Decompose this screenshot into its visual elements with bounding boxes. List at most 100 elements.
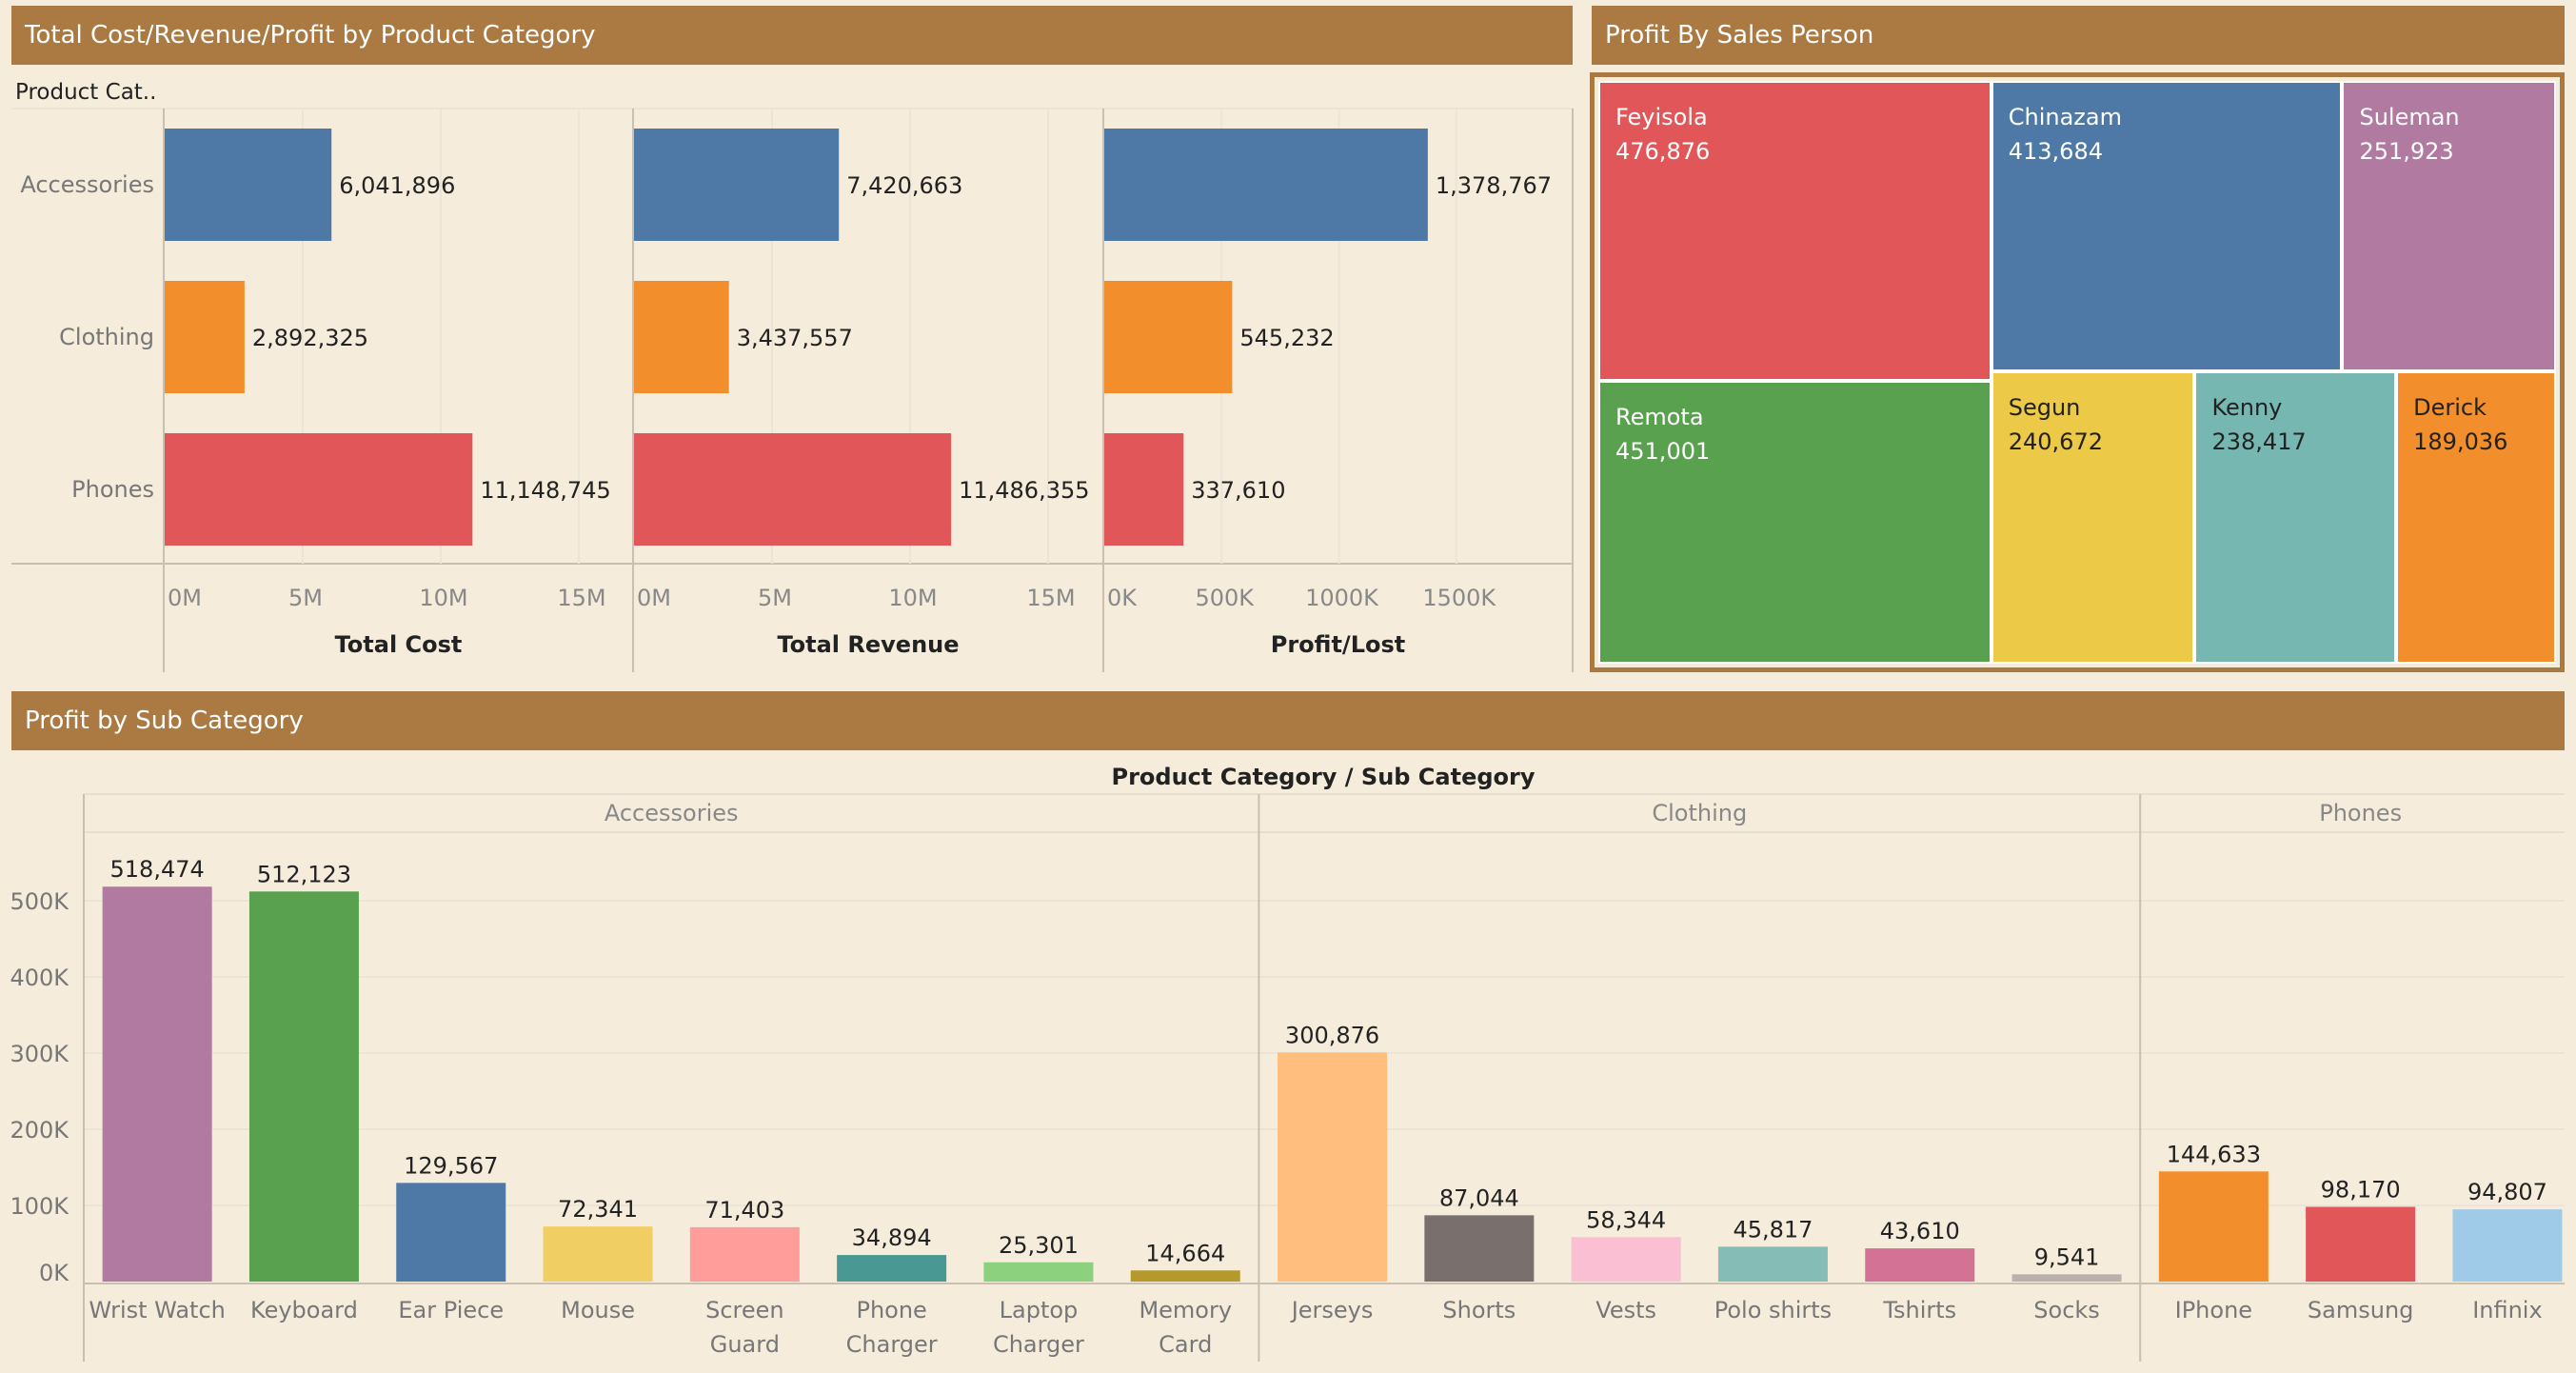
treemap-tile-segun[interactable]: Segun 240,672 (1991, 371, 2195, 664)
bar-total-cost-accessories[interactable] (165, 129, 332, 241)
value-label: 9,541 (2034, 1244, 2100, 1270)
x-category-label: Card (1159, 1331, 1212, 1358)
bar-memory-card[interactable] (1130, 1270, 1240, 1282)
category-label-phones: Phones (71, 476, 154, 503)
treemap-tile-derick[interactable]: Derick 189,036 (2396, 371, 2556, 664)
bar-total-revenue-phones[interactable] (634, 433, 952, 546)
x-category-label: Tshirts (1882, 1297, 1956, 1323)
x-tick-label: 1000K (1305, 585, 1379, 611)
bar-socks[interactable] (2011, 1274, 2122, 1282)
value-label: 3,437,557 (737, 325, 853, 351)
bar-infinix[interactable] (2452, 1209, 2563, 1282)
x-tick-label: 0K (1107, 585, 1138, 611)
x-category-label: Guard (710, 1331, 780, 1358)
treemap-tile-kenny[interactable]: Kenny 238,417 (2194, 371, 2397, 664)
value-label: 11,148,745 (480, 477, 610, 504)
subcategory-panel-header: Profit by Sub Category (11, 691, 2565, 750)
treemap-tile-suleman[interactable]: Suleman 251,923 (2342, 81, 2556, 372)
x-category-label: Ear Piece (398, 1297, 504, 1323)
x-tick-label: 0M (637, 585, 671, 611)
value-label: 72,341 (558, 1196, 638, 1223)
value-label: 25,301 (999, 1232, 1079, 1259)
tile-value: 451,001 (1615, 437, 1711, 465)
category-panel-header: Total Cost/Revenue/Profit by Product Cat… (11, 6, 1573, 65)
tile-name: Feyisola (1615, 104, 1708, 130)
value-label: 518,474 (110, 856, 205, 883)
treemap-tile-feyisola[interactable]: Feyisola 476,876 (1598, 81, 1991, 381)
bar-mouse[interactable] (543, 1226, 653, 1282)
value-label: 1,378,767 (1436, 172, 1552, 199)
axis-title-total-revenue: Total Revenue (777, 631, 959, 658)
bar-laptop-charger[interactable] (983, 1262, 1094, 1282)
y-tick-label: 400K (10, 965, 69, 991)
x-category-label: Charger (993, 1331, 1084, 1358)
bar-keyboard[interactable] (248, 891, 359, 1282)
bar-profit-lost-clothing[interactable] (1104, 281, 1233, 393)
value-label: 14,664 (1145, 1240, 1225, 1266)
x-category-label: Wrist Watch (89, 1297, 225, 1323)
category-label-clothing: Clothing (59, 324, 154, 350)
bar-profit-lost-accessories[interactable] (1104, 129, 1428, 241)
bar-iphone[interactable] (2158, 1171, 2269, 1282)
x-tick-label: 10M (888, 585, 937, 611)
value-label: 58,344 (1586, 1206, 1666, 1233)
x-tick-label: 5M (758, 585, 792, 611)
bar-wrist-watch[interactable] (102, 886, 212, 1282)
tile-value: 189,036 (2413, 428, 2508, 456)
x-tick-label: 500K (1195, 585, 1255, 611)
bar-ear-piece[interactable] (396, 1183, 506, 1282)
value-label: 94,807 (2467, 1179, 2547, 1205)
y-tick-label: 500K (10, 888, 69, 915)
value-label: 129,567 (404, 1152, 498, 1179)
value-label: 11,486,355 (959, 477, 1089, 504)
value-label: 545,232 (1239, 325, 1334, 351)
x-category-label: Socks (2033, 1297, 2100, 1323)
value-label: 71,403 (704, 1197, 784, 1224)
x-category-label: Charger (846, 1331, 938, 1358)
treemap-tile-remota[interactable]: Remota 451,001 (1598, 380, 1991, 664)
x-category-label: Jerseys (1290, 1297, 1374, 1323)
tile-name: Derick (2413, 394, 2487, 422)
axis-title-total-cost: Total Cost (335, 631, 463, 658)
bar-shorts[interactable] (1424, 1215, 1535, 1282)
bar-vests[interactable] (1571, 1237, 1681, 1282)
bar-total-revenue-accessories[interactable] (634, 129, 840, 241)
bar-phone-charger[interactable] (837, 1255, 947, 1282)
treemap-area: Feyisola 476,876 Remota 451,001 Chinazam 413,… (1598, 81, 2556, 664)
tile-name: Segun (2008, 394, 2081, 422)
bar-total-revenue-clothing[interactable] (634, 281, 729, 393)
value-label: 6,041,896 (339, 172, 455, 199)
value-label: 2,892,325 (252, 325, 368, 351)
value-label: 512,123 (257, 861, 351, 887)
tile-name: Remota (1615, 403, 1704, 430)
tile-value: 413,684 (2008, 138, 2103, 165)
bar-screen-guard[interactable] (689, 1226, 800, 1282)
bar-jerseys[interactable] (1278, 1052, 1388, 1282)
x-category-label: Laptop (1000, 1297, 1079, 1323)
value-label: 7,420,663 (846, 172, 962, 199)
category-label-accessories: Accessories (20, 171, 154, 198)
tile-value: 238,417 (2211, 428, 2307, 456)
treemap-tile-chinazam[interactable]: Chinazam 413,684 (1991, 81, 2343, 372)
bar-total-cost-phones[interactable] (165, 433, 473, 546)
bar-samsung[interactable] (2306, 1206, 2416, 1282)
value-label: 45,817 (1733, 1216, 1813, 1243)
value-label: 300,876 (1285, 1022, 1379, 1048)
axis-title-profit-lost: Profit/Lost (1271, 631, 1405, 658)
x-category-label: Infinix (2472, 1297, 2543, 1323)
value-label: 144,633 (2167, 1141, 2261, 1167)
bar-polo-shirts[interactable] (1717, 1246, 1828, 1282)
bar-tshirts[interactable] (1865, 1248, 1975, 1282)
category-bar-charts: Product Cat.. Accessories Clothing Phones 0M… (11, 80, 1574, 672)
tile-name: Chinazam (2008, 104, 2122, 130)
x-category-label: Samsung (2308, 1297, 2413, 1323)
tile-value: 251,923 (2359, 138, 2454, 165)
bar-profit-lost-phones[interactable] (1104, 433, 1184, 546)
x-tick-label: 1500K (1422, 585, 1496, 611)
x-tick-label: 5M (288, 585, 323, 611)
chart-title: Product Category / Sub Category (1111, 764, 1535, 790)
bar-total-cost-clothing[interactable] (165, 281, 245, 393)
tile-value: 240,672 (2008, 428, 2103, 456)
y-tick-label: 200K (10, 1117, 69, 1144)
x-category-label: Polo shirts (1714, 1297, 1832, 1323)
